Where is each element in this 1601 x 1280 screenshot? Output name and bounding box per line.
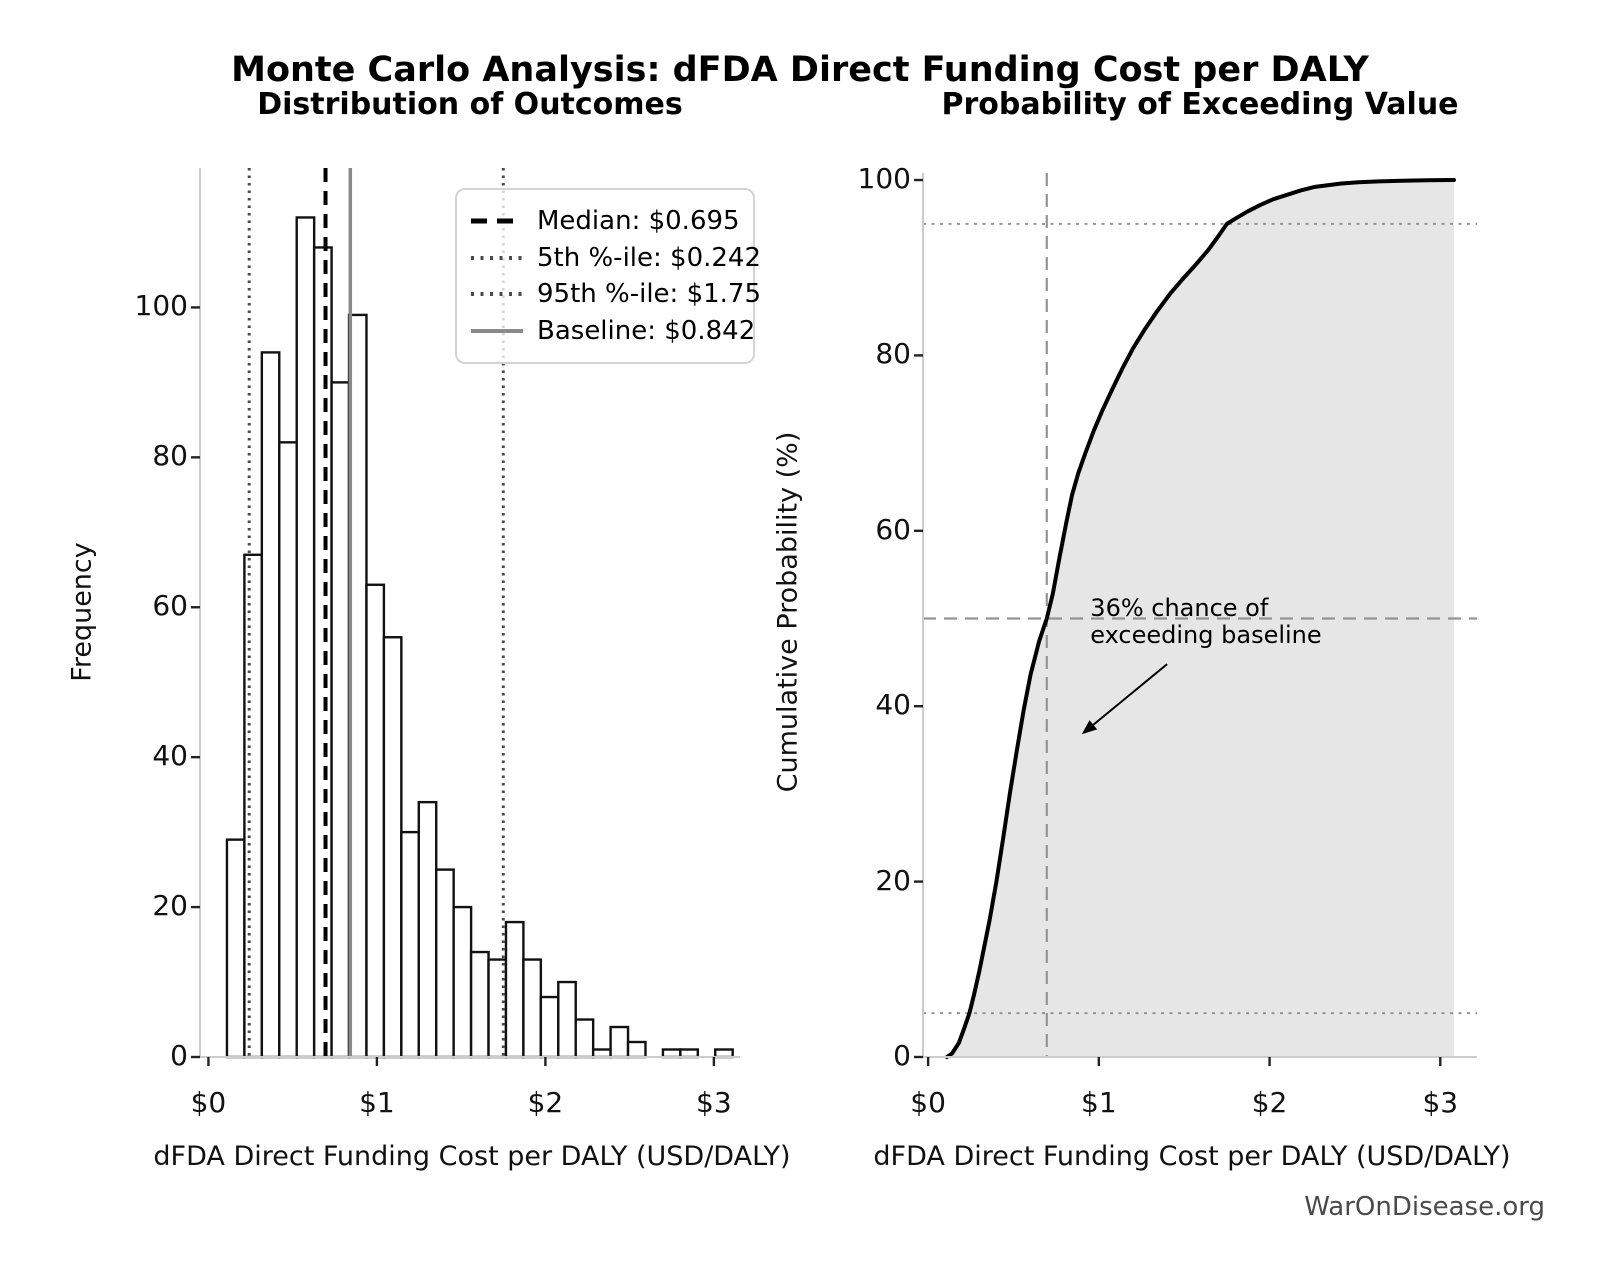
annotation-arrow-line	[1092, 663, 1168, 726]
legend-row: Baseline: $0.842	[471, 313, 755, 350]
histogram-bar	[295, 216, 316, 1059]
legend-sample-dotted	[471, 255, 523, 260]
legend-label: 95th %-ile: $1.75	[537, 279, 762, 310]
histogram-bar	[661, 1048, 682, 1059]
x-tick-label: $3	[696, 1086, 732, 1119]
histogram-bar	[522, 958, 543, 1059]
footer-watermark: WarOnDisease.org	[1304, 1192, 1545, 1222]
y-tick-label: 40	[152, 739, 188, 773]
histogram-bar	[330, 381, 351, 1059]
left-chart-title: Distribution of Outcomes	[257, 87, 683, 122]
x-tick-label: $2	[1251, 1086, 1288, 1119]
legend-row: 5th %-ile: $0.242	[471, 240, 761, 277]
cdf-curve	[944, 178, 1456, 1059]
annotation-arrow-head	[1081, 720, 1098, 735]
y-tick-label: 80	[152, 439, 188, 473]
histogram-bar	[365, 583, 386, 1059]
y-tick-label: 20	[875, 863, 911, 897]
x-tick-label: $2	[527, 1086, 564, 1119]
histogram-bar	[400, 830, 420, 1059]
histogram-bar	[452, 905, 473, 1059]
y-tick-label: 0	[170, 1039, 188, 1072]
legend-row: Median: $0.695	[471, 203, 740, 240]
annotation-line-2: exceeding baseline	[1090, 620, 1322, 649]
x-tick-label: $1	[359, 1086, 395, 1119]
legend-label: Baseline: $0.842	[537, 315, 756, 346]
left-x-axis-label: dFDA Direct Funding Cost per DALY (USD/D…	[153, 1141, 791, 1172]
y-tick-label: 100	[134, 289, 188, 323]
legend-label: Median: $0.695	[537, 206, 740, 237]
x-tick-label: $0	[190, 1086, 227, 1119]
histogram-bar	[312, 246, 333, 1059]
right-chart-title: Probability of Exceeding Value	[941, 87, 1459, 122]
y-tick-label: 40	[875, 688, 911, 722]
histogram-bar	[243, 553, 264, 1059]
histogram-bar	[574, 1018, 595, 1059]
legend-sample-dotted	[471, 292, 523, 297]
histogram-bar	[417, 800, 438, 1059]
legend-row: 95th %-ile: $1.75	[471, 276, 761, 313]
x-tick-label: $3	[1422, 1086, 1459, 1119]
right-y-axis-label: Cumulative Probability (%)	[772, 431, 804, 793]
y-tick-label: 100	[857, 162, 911, 196]
histogram-bar	[539, 995, 560, 1059]
histogram-bar	[278, 441, 298, 1059]
histogram-bar	[591, 1048, 612, 1059]
histogram-bar	[382, 636, 403, 1059]
y-tick-label: 60	[152, 589, 188, 623]
main-title: Monte Carlo Analysis: dFDA Direct Fundin…	[231, 50, 1369, 90]
histogram-bar	[714, 1048, 734, 1059]
legend-label: 5th %-ile: $0.242	[537, 242, 762, 273]
histogram-bar	[435, 868, 455, 1059]
y-tick-label: 60	[875, 512, 911, 546]
histogram-bar	[609, 1025, 630, 1059]
x-tick-label: $1	[1081, 1086, 1117, 1119]
histogram-bar	[626, 1040, 647, 1059]
right-x-axis-label: dFDA Direct Funding Cost per DALY (USD/D…	[873, 1141, 1511, 1172]
y-tick-label: 20	[152, 889, 188, 923]
histogram-bar	[469, 950, 490, 1059]
cdf-annotation: 36% chance of exceeding baseline	[1090, 593, 1322, 649]
histogram-bar	[504, 920, 525, 1059]
legend-sample-solid	[471, 328, 523, 333]
annotation-line-1: 36% chance of	[1090, 593, 1269, 622]
histogram-bar	[557, 980, 577, 1059]
legend-sample-dashed	[471, 218, 523, 224]
y-tick-label: 80	[875, 337, 911, 371]
histogram-bar	[260, 351, 281, 1059]
legend: Median: $0.695 5th %-ile: $0.242 95th %-il…	[455, 188, 761, 364]
x-tick-label: $0	[910, 1086, 946, 1119]
y-tick-label: 0	[893, 1039, 911, 1072]
histogram-bar	[679, 1048, 699, 1059]
histogram-bar	[225, 838, 246, 1059]
